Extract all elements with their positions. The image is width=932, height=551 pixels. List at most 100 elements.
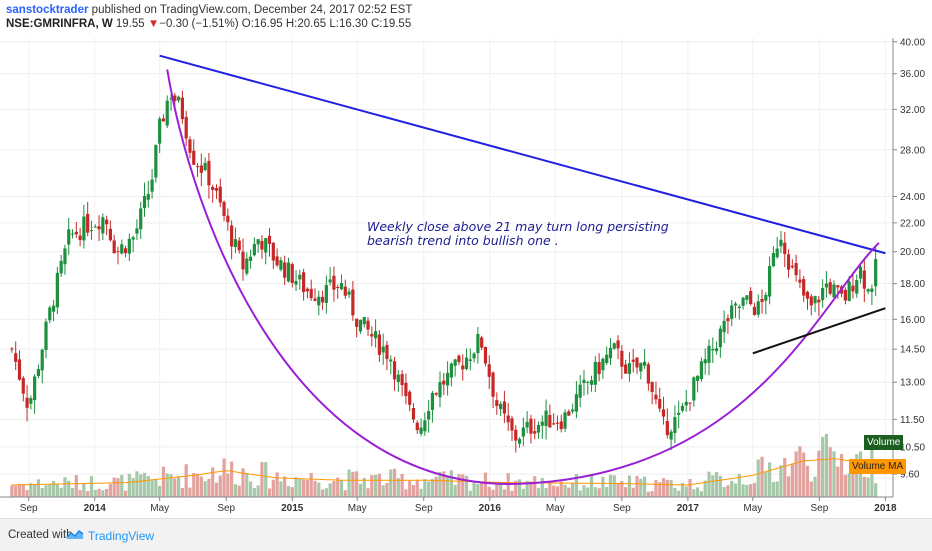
candle-body	[771, 253, 775, 267]
candle-body	[400, 374, 404, 386]
candle-body	[855, 280, 859, 294]
candle-body	[214, 188, 219, 191]
volume-bar	[67, 480, 71, 497]
candle-body	[36, 369, 41, 377]
candle-body	[55, 272, 59, 308]
candle-body	[449, 363, 453, 378]
candle-body	[302, 272, 306, 293]
volume-bar	[453, 484, 457, 497]
volume-bar	[703, 480, 707, 497]
volume-bar	[517, 479, 522, 497]
volume-bar	[601, 476, 605, 497]
tradingview-brand-link[interactable]: TradingView	[88, 529, 155, 543]
candle-body	[59, 260, 63, 274]
candle-body	[351, 289, 355, 316]
volume-bar	[696, 487, 700, 497]
time-tick-label: May	[546, 503, 565, 514]
volume-bar	[544, 488, 548, 497]
volume-bar	[374, 474, 378, 497]
volume-bar	[612, 475, 616, 497]
candle-body	[267, 235, 272, 244]
volume-bar	[714, 471, 719, 497]
candle-body	[476, 333, 480, 354]
price-tick-label: 22.00	[900, 218, 925, 229]
candle-body	[696, 375, 700, 381]
volume-bar	[862, 476, 866, 497]
annotation-text[interactable]: Weekly close above 21 may turn long pers…	[367, 220, 669, 248]
candle-body	[627, 363, 632, 374]
volume-bar	[199, 476, 203, 497]
volume-bar	[389, 469, 393, 497]
volume-bar	[624, 487, 628, 497]
volume-bar	[324, 488, 328, 497]
volume-bar	[40, 488, 44, 497]
volume-bar	[434, 476, 438, 497]
candle-body	[146, 193, 150, 200]
volume-ma-label[interactable]: Volume MA	[849, 459, 907, 474]
candle-body	[40, 349, 44, 371]
volume-bar	[491, 489, 495, 497]
candle-body	[355, 318, 359, 327]
price-chart[interactable]: 40.00 36.00 32.00 28.00 24.00 22.00 20.00 18.00…	[0, 0, 932, 518]
candle-body	[521, 427, 525, 437]
candle-body	[828, 282, 832, 294]
candle-body	[711, 348, 715, 351]
candle-body	[646, 364, 650, 384]
candle-body	[514, 429, 518, 441]
volume-label[interactable]: Volume	[864, 435, 904, 450]
tradingview-logo-icon[interactable]	[66, 528, 84, 542]
candle-body	[866, 289, 870, 292]
price-axis[interactable]: 40.00 36.00 32.00 28.00 24.00 22.00 20.00 18.00…	[893, 37, 925, 481]
candle-body	[843, 289, 847, 301]
time-axis[interactable]: Sep 2014 May Sep 2015 May Sep 2016 May Sep 2017 May…	[20, 497, 897, 514]
candle-body	[14, 353, 18, 362]
candle-body	[226, 215, 230, 223]
candle-body	[271, 242, 275, 261]
volume-bar	[483, 472, 488, 497]
candle-body	[123, 248, 128, 254]
volume-bar	[82, 483, 86, 497]
volume-bar	[616, 483, 620, 497]
symbol-label[interactable]: NSE:GMRINFRA, W	[6, 18, 113, 30]
candle-body	[692, 377, 696, 401]
volume-bar	[222, 458, 226, 497]
volume-bar	[146, 476, 150, 497]
volume-bar	[180, 488, 184, 497]
volume-bar	[749, 484, 753, 497]
author-link[interactable]: sanstocktrader	[6, 4, 89, 16]
volume-bar	[514, 480, 518, 497]
volume-bar	[78, 490, 82, 497]
candle-body	[25, 397, 29, 408]
candle-body	[339, 282, 344, 290]
candle-body	[798, 279, 802, 283]
volume-bar	[48, 484, 52, 497]
volume-bar	[798, 446, 802, 497]
candle-body	[677, 412, 681, 415]
candle-body	[616, 340, 620, 349]
candle-body	[51, 305, 56, 312]
candle-body	[487, 364, 491, 377]
candle-body	[298, 274, 302, 280]
candle-body	[661, 409, 666, 417]
volume-bar	[760, 456, 764, 497]
candle-body	[97, 226, 101, 230]
volume-bar	[813, 476, 817, 497]
candle-body	[555, 422, 560, 424]
volume-bar	[207, 478, 211, 497]
volume-bar	[499, 483, 503, 497]
candle-body	[211, 186, 215, 190]
volume-bar	[237, 485, 241, 497]
volume-bar	[150, 480, 154, 497]
candle-body	[142, 195, 147, 209]
volume-bar	[847, 473, 851, 497]
volume-bar	[165, 473, 169, 497]
volume-bar	[135, 471, 139, 497]
price-tick-label: 11.50	[900, 415, 925, 426]
candle-body	[158, 118, 162, 144]
volume-bar	[476, 483, 480, 497]
volume-bar	[203, 481, 207, 497]
volume-bar	[487, 486, 491, 497]
volume-ma-line	[11, 458, 876, 486]
volume-bar	[358, 483, 363, 497]
candle-body	[472, 353, 476, 359]
